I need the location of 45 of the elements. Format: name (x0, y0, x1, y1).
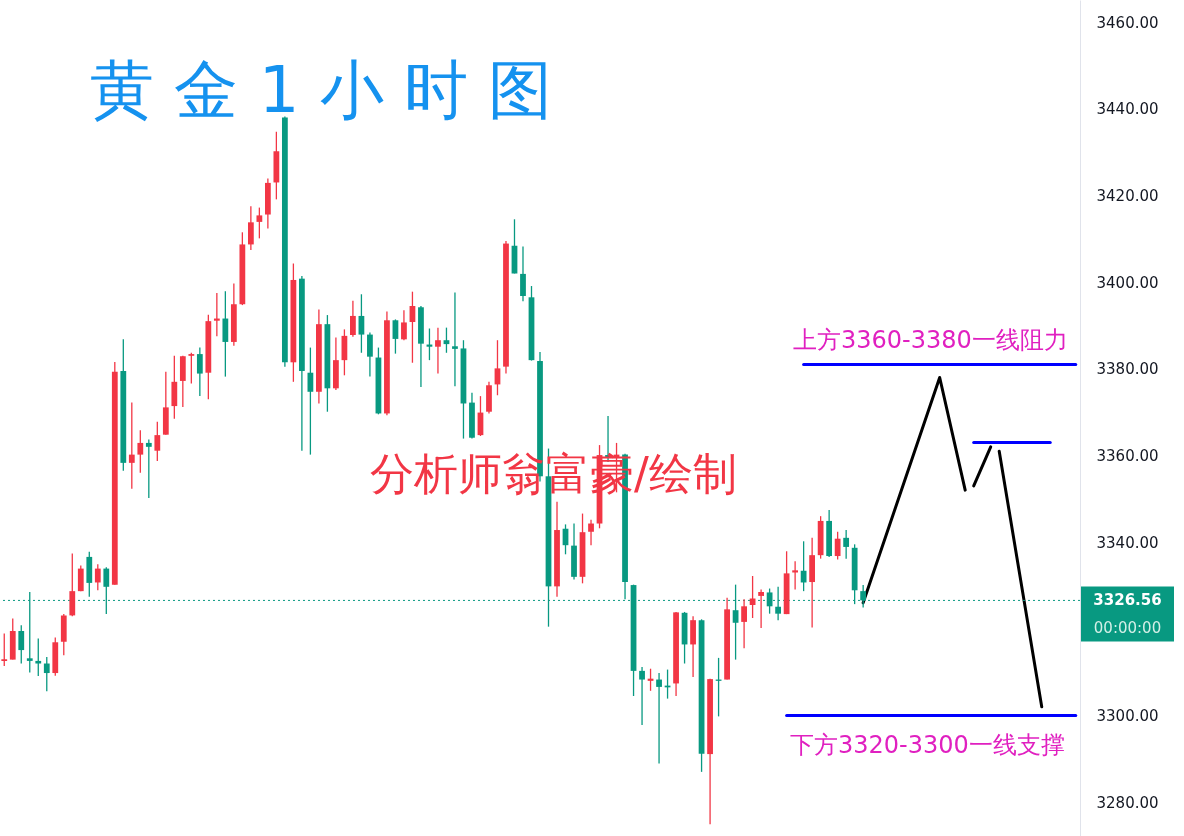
candlestick (43, 656, 50, 692)
candlestick (188, 352, 195, 385)
candlestick (800, 540, 807, 592)
y-tick-label: 3420.00 (1096, 186, 1159, 205)
annotation: 下方3320-3300一线支撑 (790, 731, 1065, 759)
candlestick (35, 637, 42, 677)
annotation: 上方3360-3380一线阻力 (793, 326, 1068, 354)
y-tick-label: 3460.00 (1096, 13, 1159, 32)
candlestick (196, 346, 203, 397)
candlestick (656, 672, 662, 765)
y-tick-label: 3300.00 (1096, 707, 1159, 726)
candlestick (758, 588, 764, 629)
candlestick (843, 529, 850, 560)
candlestick (77, 564, 84, 592)
candlestick (256, 206, 263, 240)
y-tick-label: 3380.00 (1096, 360, 1159, 379)
candlestick (18, 624, 25, 665)
candlestick (639, 666, 645, 726)
candlestick (401, 309, 407, 341)
candlestick (520, 245, 526, 302)
y-tick-label: 3400.00 (1096, 273, 1159, 292)
ref-line-label: 3326.56 (1093, 591, 1162, 610)
text: 黄 金 1 小 时 图 (90, 53, 553, 127)
text: 00:00:00 (1093, 619, 1162, 637)
candlestick (435, 326, 441, 375)
candlestick (128, 401, 135, 490)
candlestick (1, 632, 8, 667)
y-tick-label: 3340.00 (1096, 533, 1159, 552)
candlestick (741, 598, 747, 649)
y-tick-label: 3280.00 (1096, 793, 1159, 812)
candlestick (792, 560, 799, 591)
candlestick (367, 331, 373, 378)
candlestick (94, 563, 101, 591)
candlestick (834, 531, 841, 561)
candlestick (145, 438, 152, 499)
candlestick (137, 429, 144, 474)
candlestick (588, 518, 594, 546)
candlestick (154, 421, 161, 462)
candlestick (213, 292, 220, 337)
candlestick (222, 290, 229, 378)
y-tick-label: 3360.00 (1096, 446, 1159, 465)
candlestick (452, 291, 458, 387)
candlestick (350, 300, 356, 338)
candlestick (247, 205, 254, 251)
y-tick-label: 3440.00 (1096, 100, 1159, 119)
